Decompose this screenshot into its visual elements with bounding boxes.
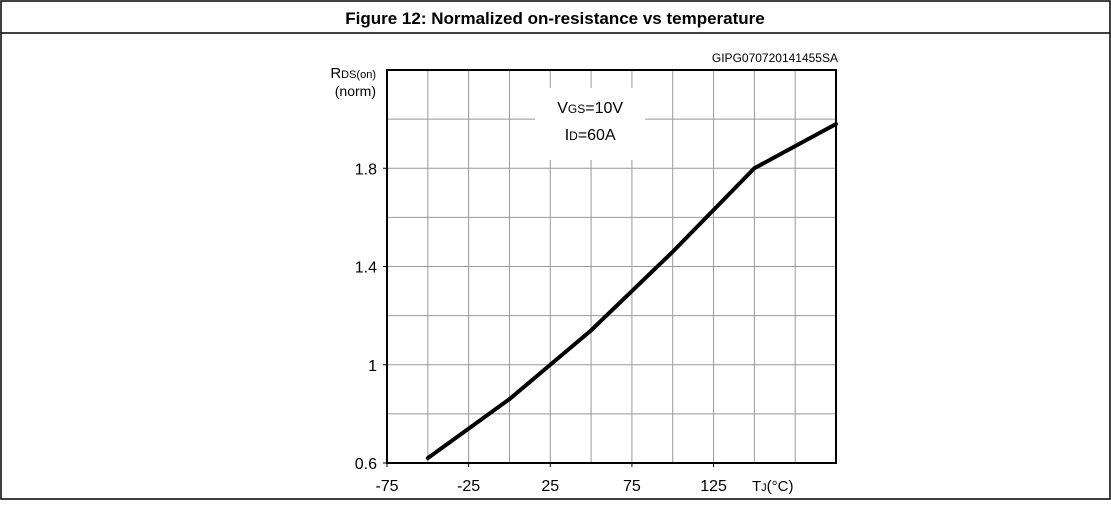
y-label-main: R bbox=[330, 65, 341, 82]
annotation-sub: GS bbox=[568, 102, 585, 116]
annotation-main: V bbox=[557, 100, 568, 117]
annotation-sub: D bbox=[569, 129, 578, 143]
annotation-box bbox=[535, 88, 646, 160]
annotation-main: I bbox=[565, 127, 569, 144]
x-label-unit: (°C) bbox=[767, 478, 794, 495]
y-tick-label: 1 bbox=[368, 358, 377, 375]
x-label-sub: J bbox=[761, 482, 767, 494]
curve bbox=[425, 122, 838, 461]
x-tick-label: -75 bbox=[375, 478, 398, 495]
annotation-rest: =60A bbox=[578, 127, 616, 144]
x-tick-label: 125 bbox=[700, 478, 727, 495]
figure-code: GIPG070720141455SA bbox=[712, 51, 838, 65]
chart-title: Figure 12: Normalized on-resistance vs t… bbox=[345, 9, 764, 28]
x-tick-label: 75 bbox=[623, 478, 641, 495]
x-label-main: T bbox=[752, 478, 761, 495]
y-tick-label: 0.6 bbox=[355, 456, 377, 473]
y-axis-unit: (norm) bbox=[335, 83, 376, 99]
x-tick-label: 25 bbox=[541, 478, 559, 495]
y-tick-label: 1.8 bbox=[355, 161, 377, 178]
x-axis-label: TJ(°C) bbox=[752, 478, 794, 495]
plot: VGS=10V ID=60A 0.6 1 1.4 1.8 -75 -25 25 75 125 bbox=[355, 69, 838, 495]
y-tick-label: 1.4 bbox=[355, 260, 377, 277]
y-axis-label: RDS(on) bbox=[330, 65, 376, 82]
y-label-sub: DS(on) bbox=[341, 69, 376, 81]
annotation: VGS=10V bbox=[557, 100, 623, 117]
annotation: ID=60A bbox=[565, 127, 616, 144]
x-tick-label: -25 bbox=[457, 478, 480, 495]
annotation-rest: =10V bbox=[585, 100, 623, 117]
